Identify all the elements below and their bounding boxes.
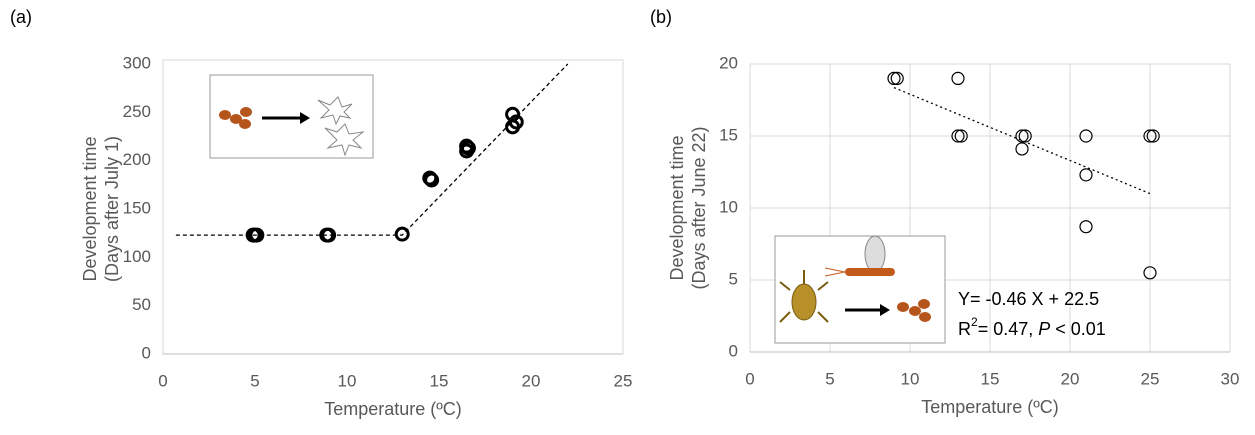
x-tick-label: 15 — [981, 369, 1000, 388]
x-axis-title: Temperature (ºC) — [324, 399, 462, 419]
equation: Y= -0.46 X + 22.5 — [958, 289, 1099, 309]
y-tick-label: 250 — [123, 102, 151, 121]
data-point — [1015, 129, 1029, 143]
panel-label: (b) — [650, 7, 672, 27]
data-point — [1015, 142, 1029, 156]
y-axis-title: (Days after July 1) — [102, 136, 122, 282]
x-tick-label: 0 — [745, 369, 754, 388]
x-tick-label: 5 — [250, 371, 259, 390]
x-tick-label: 25 — [614, 371, 633, 390]
data-point — [508, 114, 524, 130]
x-axis-title: Temperature (ºC) — [921, 397, 1059, 417]
y-tick-label: 0 — [142, 343, 151, 362]
y-tick-label: 0 — [729, 341, 738, 360]
x-tick-label: 20 — [1061, 369, 1080, 388]
data-point — [954, 129, 968, 143]
data-point — [460, 140, 476, 156]
x-tick-label: 20 — [522, 371, 541, 390]
x-tick-label: 10 — [338, 371, 357, 390]
data-point — [1146, 129, 1160, 143]
y-tick-label: 10 — [719, 197, 738, 216]
data-point — [951, 129, 965, 143]
stat-part: = 0.47, — [978, 319, 1039, 339]
data-point — [1018, 129, 1032, 143]
data-point — [321, 227, 337, 243]
data-point — [394, 226, 410, 242]
data-point — [1143, 129, 1157, 143]
inset-b — [774, 235, 946, 344]
x-tick-label: 30 — [1221, 369, 1240, 388]
stat-p: P — [1038, 319, 1050, 339]
y-tick-label: 15 — [719, 125, 738, 144]
data-point — [890, 71, 904, 86]
y-axis-title: Development time — [80, 136, 100, 281]
panel-label: (a) — [10, 7, 32, 27]
x-tick-label: 25 — [1141, 369, 1160, 388]
data-point — [1079, 220, 1093, 234]
x-tick-label: 5 — [825, 369, 834, 388]
data-point — [1079, 129, 1093, 143]
data-point — [1079, 168, 1093, 182]
y-tick-label: 300 — [123, 53, 151, 72]
y-tick-label: 50 — [132, 295, 151, 314]
y-tick-label: 150 — [123, 198, 151, 217]
y-tick-label: 5 — [729, 269, 738, 288]
data-point — [887, 71, 901, 86]
x-tick-label: 0 — [158, 371, 167, 390]
data-point — [424, 172, 440, 188]
stats: R2= 0.47, P < 0.01 — [958, 315, 1106, 339]
stat-sup: 2 — [971, 315, 978, 329]
x-tick-label: 10 — [901, 369, 920, 388]
y-tick-label: 100 — [123, 247, 151, 266]
y-axis-title: (Days after June 22) — [689, 126, 709, 289]
trend-line — [175, 63, 569, 236]
y-axis-title: Development time — [667, 135, 687, 280]
trend-line — [893, 87, 1151, 195]
data-point — [1143, 266, 1157, 280]
y-tick-label: 200 — [123, 150, 151, 169]
data-point — [951, 71, 965, 86]
inset-a — [209, 74, 374, 159]
stat-part: < 0.01 — [1050, 319, 1106, 339]
x-tick-label: 15 — [430, 371, 449, 390]
y-tick-label: 20 — [719, 53, 738, 72]
stat-part: R — [958, 319, 971, 339]
